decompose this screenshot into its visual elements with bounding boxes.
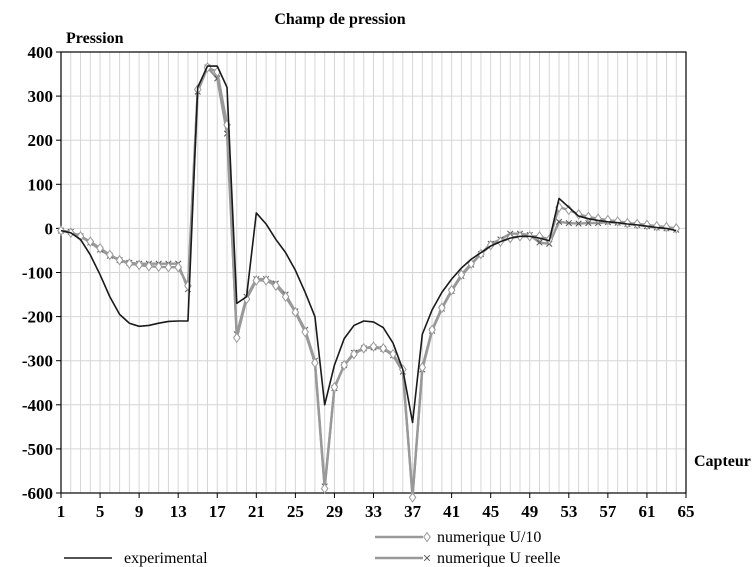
y-tick-label: -300 (22, 352, 53, 371)
data-point (154, 261, 163, 273)
y-tick-label: -400 (22, 396, 53, 415)
x-tick-label: 49 (521, 502, 538, 521)
x-tick-label: 33 (365, 502, 382, 521)
data-point (350, 348, 358, 360)
y-tick-label: 400 (28, 43, 54, 62)
data-point (379, 343, 388, 354)
data-point (115, 254, 124, 266)
data-point (252, 275, 261, 286)
data-point (232, 332, 241, 344)
data-point (418, 361, 427, 373)
x-tick-label: 41 (443, 502, 460, 521)
y-tick-label: 100 (28, 175, 54, 194)
data-point (86, 236, 95, 247)
x-tick-label: 5 (96, 502, 105, 521)
x-tick-label: 1 (57, 502, 66, 521)
data-point (106, 249, 114, 261)
x-marker-stroke (555, 218, 563, 225)
data-point (145, 260, 153, 272)
data-point (281, 291, 290, 303)
y-tick-label: -600 (22, 484, 53, 503)
data-point (340, 359, 349, 371)
x-tick-label: 61 (638, 502, 655, 521)
data-point (291, 306, 300, 318)
data-point (623, 217, 632, 229)
legend-marker (423, 554, 431, 562)
data-point (125, 258, 134, 270)
y-tick-label: -500 (22, 440, 53, 459)
data-point (262, 275, 270, 286)
x-tick-label: 53 (560, 502, 577, 521)
x-tick-label: 45 (482, 502, 499, 521)
x-marker-stroke (585, 219, 592, 227)
data-point (389, 348, 397, 360)
x-marker-stroke (423, 554, 431, 562)
legend-item: numerique U/10 (375, 529, 541, 546)
data-point (272, 280, 280, 292)
x-tick-label: 21 (248, 502, 265, 521)
chart-title: Champ de pression (274, 11, 405, 28)
legend-item: experimental (64, 550, 208, 567)
data-point (174, 261, 183, 273)
x-tick-label: 57 (599, 502, 617, 521)
legend-item: numerique U reelle (375, 550, 561, 567)
data-point (555, 218, 563, 225)
x-marker-stroke (536, 239, 543, 246)
legend-label: numerique U/10 (437, 529, 541, 546)
x-tick-label: 37 (404, 502, 422, 521)
legend-label: numerique U reelle (437, 550, 561, 567)
x-marker-stroke (565, 219, 572, 227)
y-tick-label: 200 (28, 131, 54, 150)
x-tick-label: 29 (326, 502, 343, 521)
y-tick-label: -100 (22, 264, 53, 283)
x-tick-label: 25 (287, 502, 304, 521)
data-point (96, 242, 104, 254)
data-point (575, 220, 582, 227)
x-tick-label: 13 (170, 502, 187, 521)
data-point (565, 219, 572, 227)
legend-label: experimental (124, 550, 208, 567)
data-point (320, 483, 329, 494)
y-tick-label: -200 (22, 308, 53, 327)
data-point (447, 284, 456, 296)
x-tick-label: 65 (678, 502, 695, 521)
x-marker-stroke (575, 220, 582, 227)
data-point (438, 302, 446, 314)
x-axis-label: Capteur (694, 453, 751, 470)
legend-marker (423, 531, 431, 543)
data-point (164, 261, 173, 273)
data-point (369, 341, 378, 352)
y-tick-label: 300 (28, 87, 54, 106)
data-point (457, 269, 466, 281)
data-point (135, 259, 143, 271)
data-point (311, 357, 319, 369)
data-point (633, 218, 641, 230)
data-point (585, 219, 592, 227)
data-point (536, 239, 543, 246)
x-tick-label: 17 (209, 502, 227, 521)
y-axis-label: Pression (66, 30, 124, 47)
data-point (359, 343, 368, 354)
data-point (301, 326, 309, 338)
x-tick-label: 9 (135, 502, 144, 521)
data-point (330, 381, 339, 393)
y-tick-label: 0 (45, 219, 54, 238)
data-point (428, 324, 436, 336)
data-point (408, 492, 417, 503)
series-line-experimental (60, 65, 677, 424)
